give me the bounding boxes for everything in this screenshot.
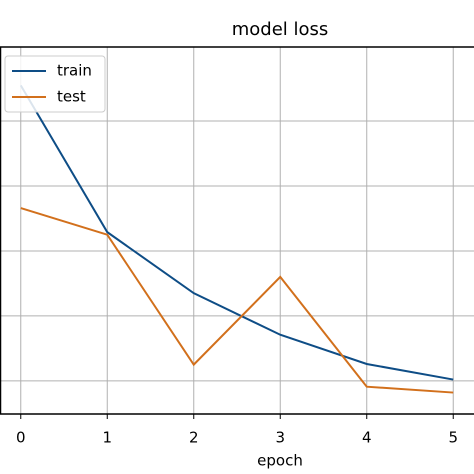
legend-label: test: [57, 88, 86, 106]
x-tick-label: 3: [275, 429, 285, 447]
x-axis-label: epoch: [257, 452, 303, 470]
x-tick-label: 2: [189, 429, 199, 447]
x-tick-label: 4: [362, 429, 372, 447]
x-tick-label: 1: [102, 429, 112, 447]
line-series: [20, 207, 454, 394]
legend: train test: [4, 55, 106, 113]
x-tick-label: 0: [16, 429, 26, 447]
chart-title: model loss: [232, 19, 329, 40]
x-tick-label: 5: [448, 429, 458, 447]
plot-frame: [0, 46, 474, 415]
legend-label: train: [57, 62, 92, 80]
line-series: [19, 84, 454, 381]
